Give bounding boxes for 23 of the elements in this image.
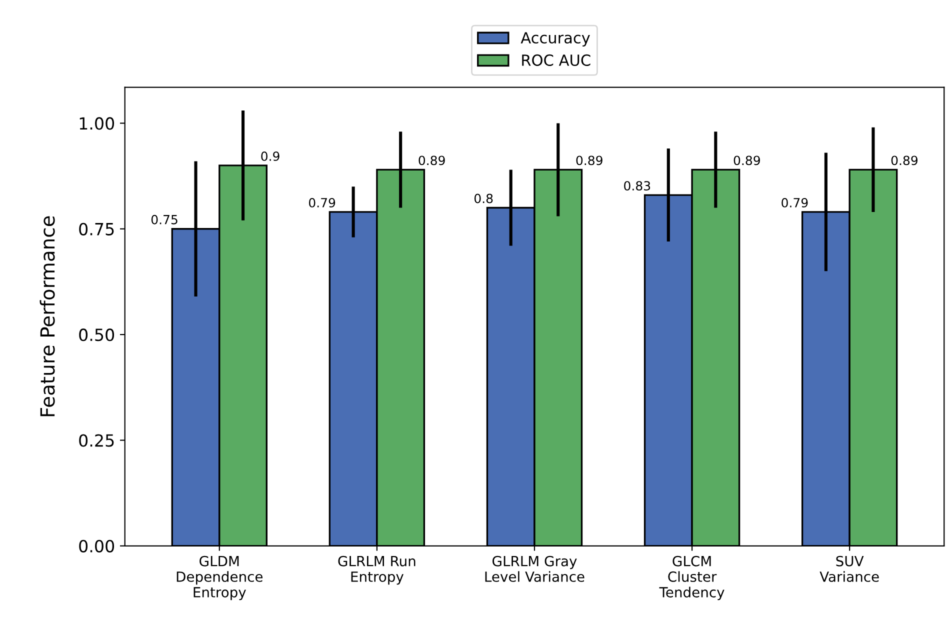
data-label: 0.89 (576, 156, 602, 166)
data-label: 0.79 (782, 198, 808, 208)
data-label: 0.8 (474, 194, 493, 204)
y-tick-label: 0.75 (79, 222, 114, 236)
data-label: 0.9 (261, 151, 280, 161)
x-tick-label: SUV Variance (820, 556, 879, 582)
x-tick-label: GLRLM Gray Level Variance (485, 556, 584, 582)
y-tick-label: 0.25 (79, 434, 114, 447)
data-label: 0.75 (151, 214, 178, 224)
legend-label: ROC AUC (522, 54, 590, 66)
data-label: 0.89 (418, 156, 445, 166)
y-tick-label: 0.50 (79, 328, 114, 342)
x-tick-label: GLRLM Run Entropy (338, 556, 416, 585)
data-label: 0.79 (308, 198, 336, 208)
y-tick-label: 0.00 (79, 540, 114, 552)
x-tick-label: GLCM Cluster Tendency (659, 556, 724, 600)
data-label: 0.83 (624, 181, 650, 191)
y-axis-title: Feature Performance (40, 216, 55, 416)
data-label: 0.89 (734, 156, 760, 166)
x-tick-label: GLDM Dependence Entropy (176, 556, 263, 600)
data-label: 0.89 (891, 156, 918, 166)
legend-label: Accuracy (520, 32, 590, 47)
y-tick-label: 1.00 (80, 117, 114, 130)
